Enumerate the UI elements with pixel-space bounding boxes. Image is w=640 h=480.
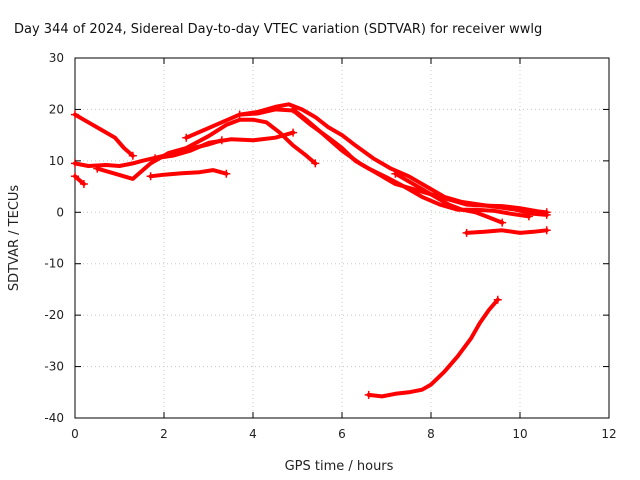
series-arc-4: [95, 117, 318, 181]
x-axis-title: GPS time / hours: [285, 459, 394, 474]
y-tick-label: 0: [56, 205, 64, 219]
series-endpoint-marker: [235, 110, 244, 119]
series-endpoint-marker: [542, 226, 551, 235]
y-axis-title: SDTVAR / TECUs: [7, 185, 22, 292]
series-arc-2: [73, 112, 135, 158]
series-endpoint-marker: [364, 390, 373, 399]
x-tick-label: 0: [71, 427, 79, 441]
y-tick-label: -10: [44, 257, 64, 271]
y-tick-label: 30: [49, 51, 64, 65]
series-endpoint-marker: [222, 169, 231, 178]
series-arc-5: [148, 168, 229, 179]
x-tick-labels: 0 2 4 6 8 10 12: [71, 427, 616, 441]
series-endpoint-marker: [289, 128, 298, 137]
series-arc-12: [366, 297, 500, 399]
ticks: [74, 57, 610, 419]
series-endpoint-marker: [542, 208, 551, 217]
series-endpoint-marker: [391, 169, 400, 178]
grid: [75, 58, 609, 418]
series-endpoint-marker: [71, 110, 79, 119]
x-tick-label: 6: [338, 427, 346, 441]
series-layer: [71, 102, 551, 399]
y-tick-label: -20: [44, 308, 64, 322]
series-endpoint-marker: [151, 154, 160, 163]
series-arc-10: [393, 171, 505, 225]
series-endpoint-marker: [311, 159, 320, 168]
series-endpoint-marker: [498, 218, 507, 227]
y-tick-labels: -40 -30 -20 -10 0 10 20 30: [44, 51, 64, 425]
x-tick-label: 12: [601, 427, 616, 441]
series-endpoint-marker: [182, 133, 191, 142]
series-endpoint-marker: [146, 172, 155, 181]
series-endpoint-marker: [93, 164, 102, 173]
series-endpoint-marker: [71, 172, 79, 181]
series-arc-6: [153, 130, 296, 161]
y-tick-label: 20: [49, 102, 64, 116]
series-arc-9: [291, 107, 549, 215]
x-tick-label: 8: [427, 427, 435, 441]
chart-title: Day 344 of 2024, Sidereal Day-to-day VTE…: [14, 22, 542, 37]
series-endpoint-marker: [493, 295, 502, 304]
y-tick-label: -30: [44, 360, 64, 374]
x-tick-label: 4: [249, 427, 257, 441]
series-arc-3: [73, 174, 86, 186]
x-tick-label: 10: [512, 427, 527, 441]
series-arc-1: [73, 138, 224, 168]
series-arc-11: [464, 228, 549, 235]
series-endpoint-marker: [462, 228, 471, 237]
series-arc-8: [237, 102, 549, 217]
series-endpoint-marker: [128, 151, 137, 160]
x-tick-label: 2: [160, 427, 168, 441]
series-endpoint-marker: [79, 180, 88, 188]
y-tick-label: 10: [49, 154, 64, 168]
y-tick-label: -40: [44, 411, 64, 425]
series-endpoint-marker: [289, 105, 298, 114]
